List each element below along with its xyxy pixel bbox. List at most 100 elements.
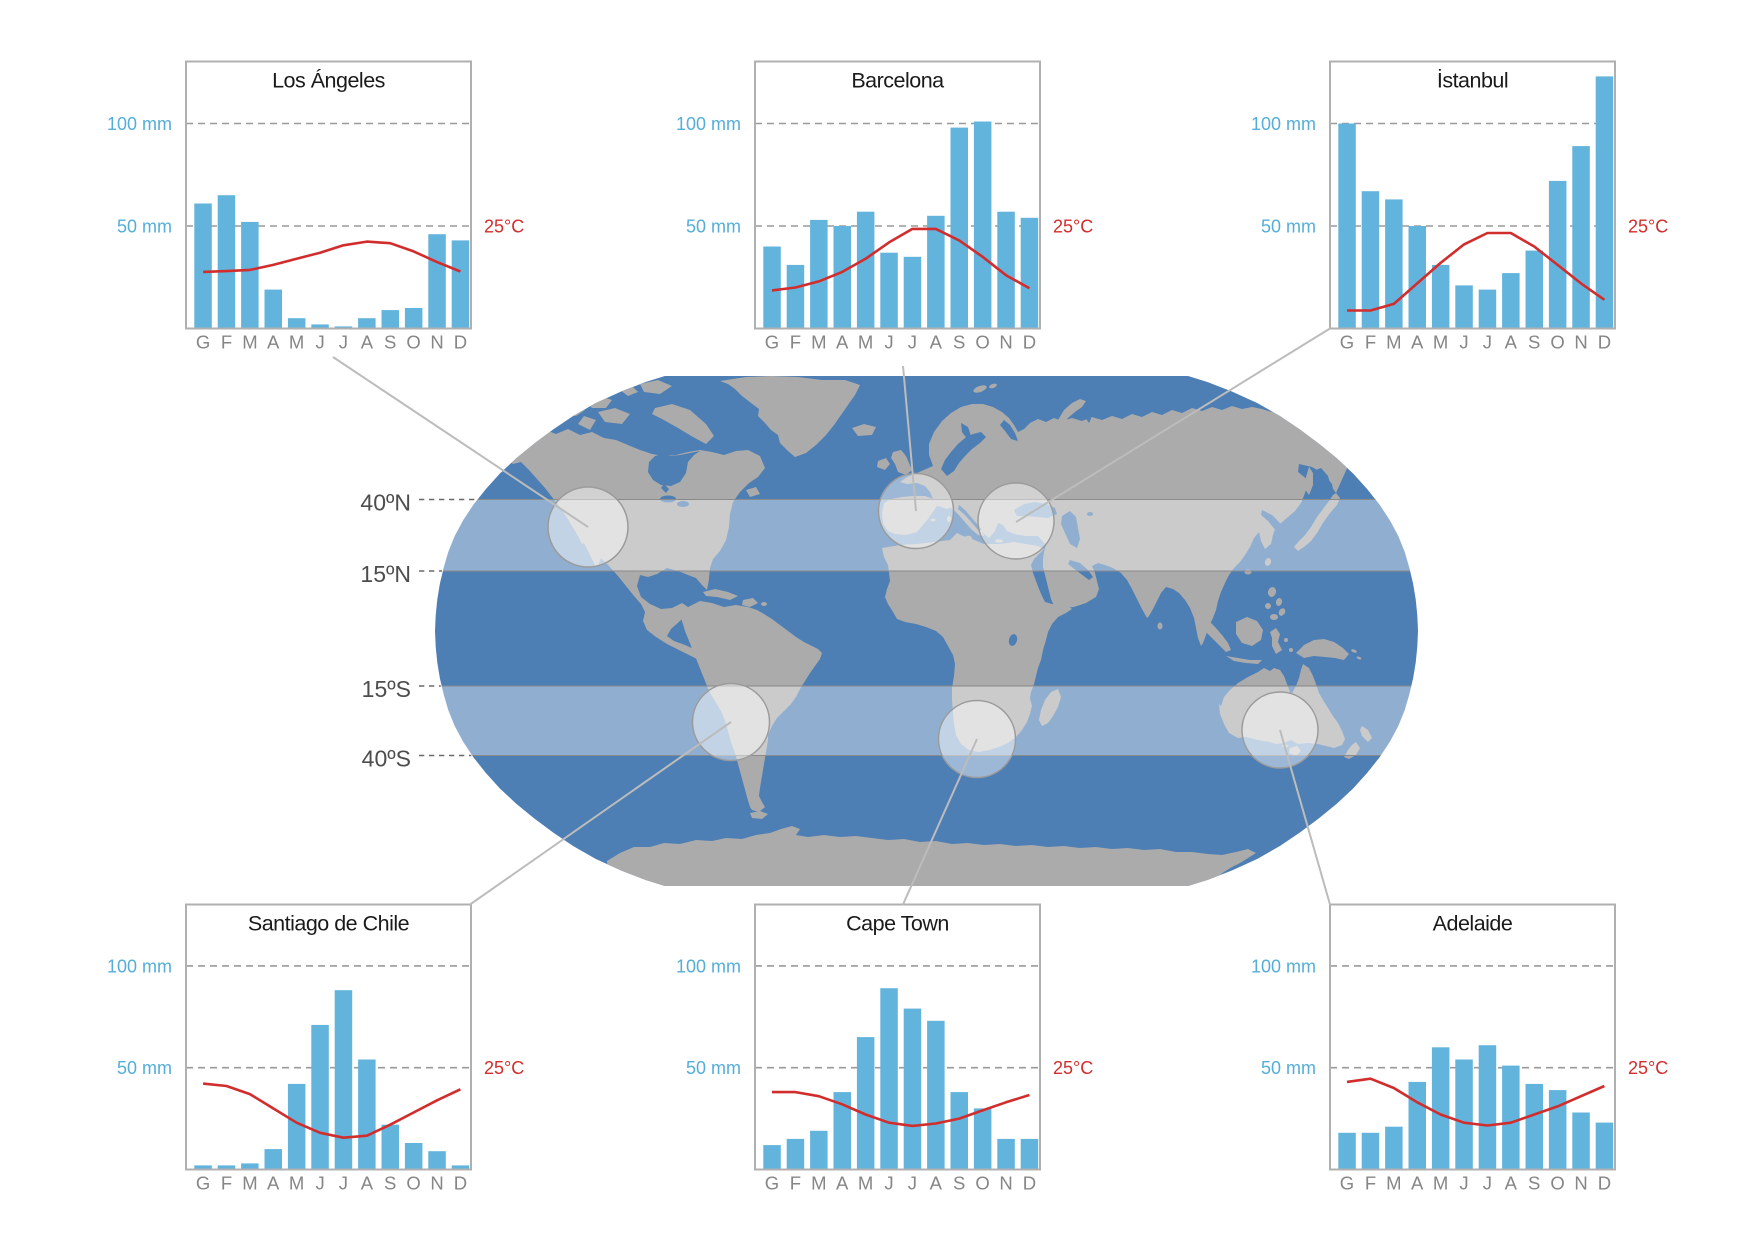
svg-text:25°C: 25°C	[1053, 1058, 1093, 1078]
svg-text:S: S	[953, 332, 965, 353]
svg-text:40ºS: 40ºS	[362, 746, 411, 772]
svg-text:G: G	[765, 1173, 779, 1194]
svg-text:J: J	[1483, 1173, 1492, 1194]
svg-text:J: J	[884, 332, 893, 353]
svg-text:M: M	[858, 332, 873, 353]
svg-text:N: N	[1574, 1173, 1587, 1194]
svg-text:D: D	[1023, 332, 1036, 353]
svg-text:F: F	[790, 1173, 801, 1194]
svg-text:A: A	[267, 1173, 280, 1194]
svg-text:15ºS: 15ºS	[362, 676, 411, 702]
svg-text:S: S	[1528, 1173, 1540, 1194]
svg-text:M: M	[811, 332, 826, 353]
svg-text:100 mm: 100 mm	[107, 114, 172, 134]
svg-text:50 mm: 50 mm	[686, 217, 741, 237]
svg-text:25°C: 25°C	[484, 1058, 524, 1078]
svg-text:O: O	[975, 332, 989, 353]
svg-text:A: A	[1505, 332, 1518, 353]
svg-text:M: M	[1433, 332, 1448, 353]
svg-text:25°C: 25°C	[484, 217, 524, 237]
svg-text:50 mm: 50 mm	[1261, 1058, 1316, 1078]
svg-text:A: A	[361, 1173, 374, 1194]
svg-text:G: G	[196, 1173, 210, 1194]
svg-text:F: F	[1365, 1173, 1376, 1194]
svg-text:Los Ángeles: Los Ángeles	[272, 68, 385, 93]
svg-text:O: O	[1550, 332, 1564, 353]
svg-text:A: A	[1411, 332, 1424, 353]
svg-text:M: M	[1433, 1173, 1448, 1194]
svg-text:J: J	[1459, 1173, 1468, 1194]
svg-text:M: M	[289, 1173, 304, 1194]
svg-text:A: A	[267, 332, 280, 353]
svg-text:100 mm: 100 mm	[1251, 114, 1316, 134]
svg-text:25°C: 25°C	[1628, 217, 1668, 237]
svg-text:J: J	[908, 1173, 917, 1194]
svg-text:A: A	[836, 332, 849, 353]
svg-text:J: J	[1483, 332, 1492, 353]
svg-text:100 mm: 100 mm	[1251, 956, 1316, 976]
svg-text:25°C: 25°C	[1053, 217, 1093, 237]
svg-text:M: M	[242, 1173, 257, 1194]
svg-text:N: N	[1574, 332, 1587, 353]
svg-text:F: F	[221, 1173, 232, 1194]
svg-text:M: M	[1386, 332, 1401, 353]
svg-text:A: A	[1411, 1173, 1424, 1194]
svg-text:D: D	[1598, 332, 1611, 353]
svg-text:50 mm: 50 mm	[1261, 217, 1316, 237]
svg-text:A: A	[930, 332, 943, 353]
svg-text:M: M	[1386, 1173, 1401, 1194]
svg-text:S: S	[953, 1173, 965, 1194]
svg-text:O: O	[1550, 1173, 1564, 1194]
svg-text:Adelaide: Adelaide	[1433, 912, 1513, 936]
svg-text:İstanbul: İstanbul	[1437, 69, 1508, 93]
svg-text:S: S	[384, 1173, 396, 1194]
svg-text:Cape Town: Cape Town	[846, 912, 949, 936]
svg-text:M: M	[858, 1173, 873, 1194]
svg-text:F: F	[221, 332, 232, 353]
svg-text:F: F	[1365, 332, 1376, 353]
svg-text:O: O	[406, 332, 420, 353]
svg-text:J: J	[339, 1173, 348, 1194]
svg-text:40ºN: 40ºN	[360, 490, 411, 516]
svg-text:A: A	[361, 332, 374, 353]
svg-text:G: G	[1340, 332, 1354, 353]
svg-text:J: J	[908, 332, 917, 353]
svg-text:D: D	[454, 332, 467, 353]
svg-text:S: S	[1528, 332, 1540, 353]
svg-text:O: O	[975, 1173, 989, 1194]
svg-text:100 mm: 100 mm	[676, 956, 741, 976]
svg-text:J: J	[339, 332, 348, 353]
svg-text:S: S	[384, 332, 396, 353]
svg-text:15ºN: 15ºN	[360, 561, 411, 587]
svg-text:N: N	[999, 1173, 1012, 1194]
svg-text:N: N	[999, 332, 1012, 353]
svg-text:50 mm: 50 mm	[117, 217, 172, 237]
svg-text:Santiago de Chile: Santiago de Chile	[248, 912, 409, 936]
svg-text:Barcelona: Barcelona	[851, 69, 944, 93]
svg-text:M: M	[242, 332, 257, 353]
svg-text:G: G	[765, 332, 779, 353]
svg-text:25°C: 25°C	[1628, 1058, 1668, 1078]
svg-text:G: G	[1340, 1173, 1354, 1194]
svg-text:D: D	[1023, 1173, 1036, 1194]
svg-text:M: M	[811, 1173, 826, 1194]
svg-text:D: D	[454, 1173, 467, 1194]
svg-text:J: J	[315, 1173, 324, 1194]
svg-text:M: M	[289, 332, 304, 353]
svg-text:A: A	[836, 1173, 849, 1194]
svg-text:D: D	[1598, 1173, 1611, 1194]
svg-text:50 mm: 50 mm	[686, 1058, 741, 1078]
svg-text:50 mm: 50 mm	[117, 1058, 172, 1078]
svg-text:100 mm: 100 mm	[107, 956, 172, 976]
svg-text:N: N	[430, 1173, 443, 1194]
svg-text:G: G	[196, 332, 210, 353]
svg-text:J: J	[1459, 332, 1468, 353]
svg-text:F: F	[790, 332, 801, 353]
svg-text:A: A	[930, 1173, 943, 1194]
svg-text:100 mm: 100 mm	[676, 114, 741, 134]
svg-text:A: A	[1505, 1173, 1518, 1194]
svg-text:J: J	[315, 332, 324, 353]
svg-text:J: J	[884, 1173, 893, 1194]
svg-text:N: N	[430, 332, 443, 353]
svg-text:O: O	[406, 1173, 420, 1194]
